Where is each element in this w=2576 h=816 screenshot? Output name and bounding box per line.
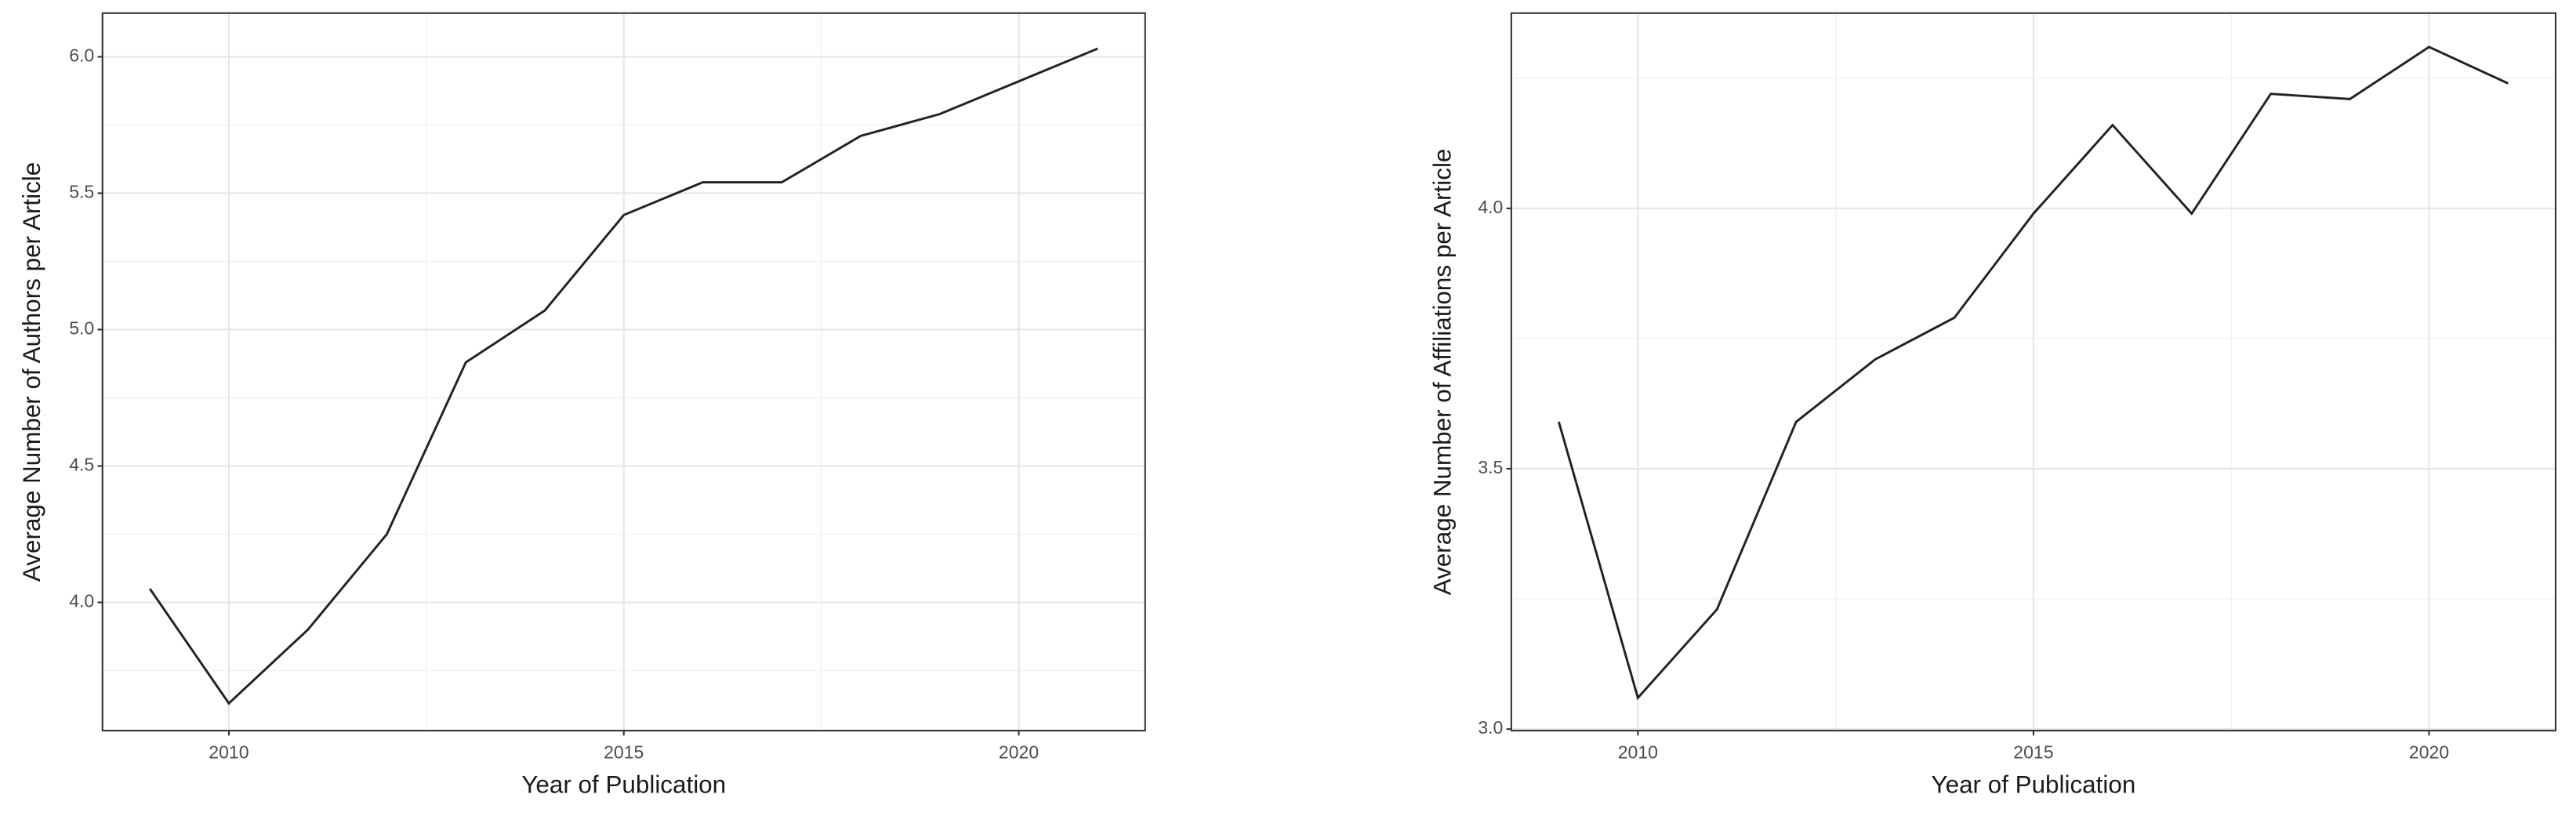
x-axis-title: Year of Publication (521, 771, 726, 799)
x-axis-title: Year of Publication (1932, 771, 2136, 799)
y-tick-label: 4.0 (1478, 197, 1503, 217)
y-axis-title: Average Number of Authors per Article (18, 162, 45, 582)
data-line (1558, 45, 2509, 701)
x-tick-label: 2015 (604, 742, 644, 763)
y-tick-label: 3.5 (1478, 457, 1503, 477)
panel-border (101, 12, 1146, 732)
y-axis-title: Average Number of Affiliations per Artic… (1428, 149, 1456, 596)
y-tick-label: 3.0 (1478, 717, 1503, 738)
y-tick-label: 4.0 (69, 591, 94, 611)
panel-border (1510, 12, 2557, 732)
x-tick-label: 2010 (209, 742, 249, 763)
y-tick-label: 5.0 (69, 318, 94, 339)
y-tick-label: 6.0 (69, 45, 94, 66)
x-tick-label: 2020 (999, 742, 1039, 763)
x-tick-label: 2015 (2013, 742, 2053, 763)
x-tick-label: 2010 (1618, 742, 1658, 763)
x-tick-label: 2020 (2409, 742, 2449, 763)
y-tick-label: 5.5 (69, 182, 94, 202)
y-tick-label: 4.5 (69, 455, 94, 475)
data-line (148, 47, 1098, 705)
